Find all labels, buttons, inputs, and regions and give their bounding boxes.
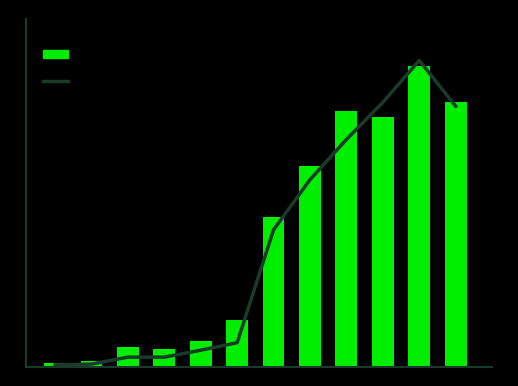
Bar (445, 102, 467, 367)
Bar (408, 66, 430, 367)
Bar (80, 361, 103, 367)
Bar (336, 111, 357, 367)
Bar (372, 117, 394, 367)
Bar (117, 347, 139, 367)
Bar (226, 320, 248, 367)
Bar (44, 363, 66, 367)
Bar (299, 166, 321, 367)
Bar (153, 349, 175, 367)
Bar (190, 341, 212, 367)
Legend:  ,  : , (35, 42, 83, 95)
Bar (263, 217, 284, 367)
